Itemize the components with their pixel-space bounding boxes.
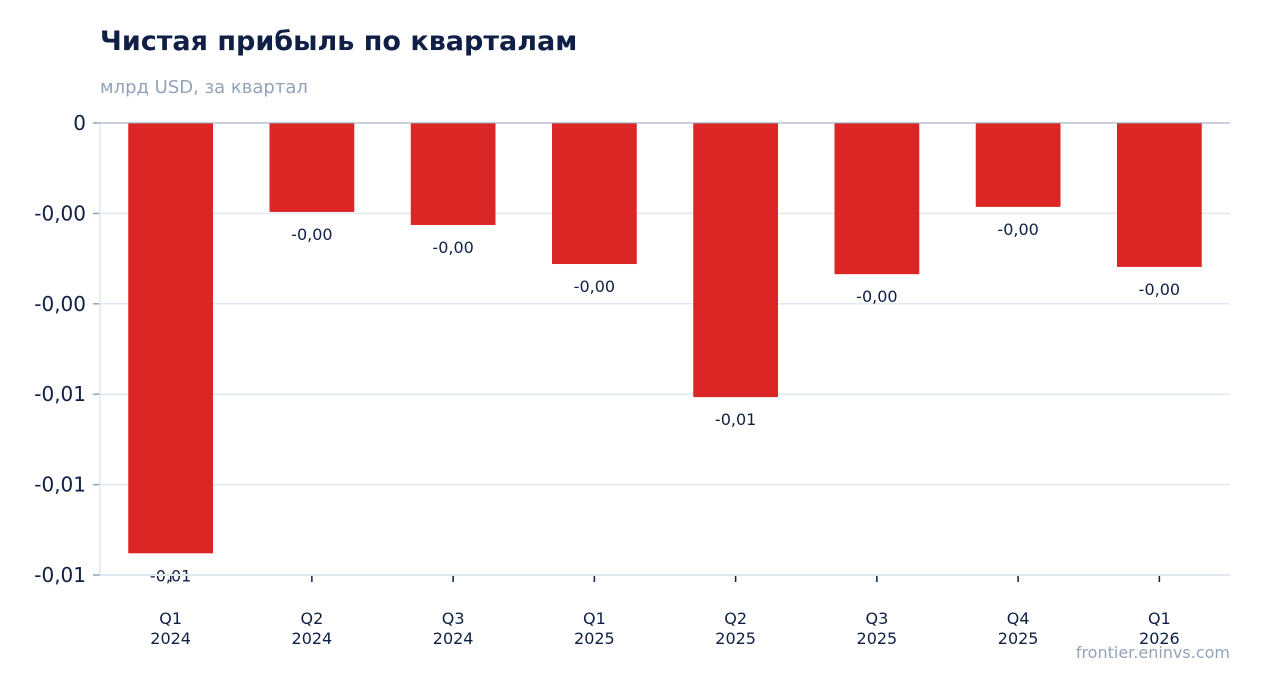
chart-subtitle: млрд USD, за квартал — [100, 77, 308, 98]
data-label: -0,01 — [715, 410, 756, 429]
x-tick-label: Q1 2026 — [1139, 609, 1180, 648]
bar — [834, 123, 920, 275]
x-tick-label: Q3 2024 — [433, 609, 474, 648]
bar — [410, 123, 496, 225]
y-tick-label: -0,01 — [34, 382, 86, 406]
y-tick-label: -0,00 — [34, 292, 86, 316]
y-tick-label: -0,00 — [34, 201, 86, 225]
bar — [975, 123, 1061, 207]
y-tick-label: -0,01 — [34, 473, 86, 497]
bar — [1117, 123, 1202, 267]
x-tick-label: Q4 2025 — [998, 609, 1039, 648]
bar — [128, 123, 213, 554]
source-credit: frontier.eninvs.com — [1075, 643, 1230, 662]
data-label: -0,00 — [432, 238, 473, 257]
bar — [693, 123, 778, 398]
x-tick-label: Q1 2024 — [150, 609, 191, 648]
x-tick-label: Q2 2025 — [715, 609, 756, 648]
x-tick-label: Q3 2025 — [857, 609, 898, 648]
data-label: -0,00 — [291, 225, 332, 244]
bar — [269, 123, 355, 212]
y-tick-label: 0 — [73, 111, 86, 135]
data-label: -0,00 — [574, 277, 615, 296]
x-tick-label: Q2 2024 — [292, 609, 333, 648]
chart-title: Чистая прибыль по кварталам — [100, 26, 578, 57]
data-label: -0,00 — [1139, 280, 1180, 299]
x-tick-label: Q1 2025 — [574, 609, 615, 648]
data-label: -0,00 — [856, 287, 897, 306]
data-label: -0,00 — [997, 220, 1038, 239]
y-tick-label: -0,01 — [34, 563, 86, 587]
bar — [552, 123, 637, 265]
